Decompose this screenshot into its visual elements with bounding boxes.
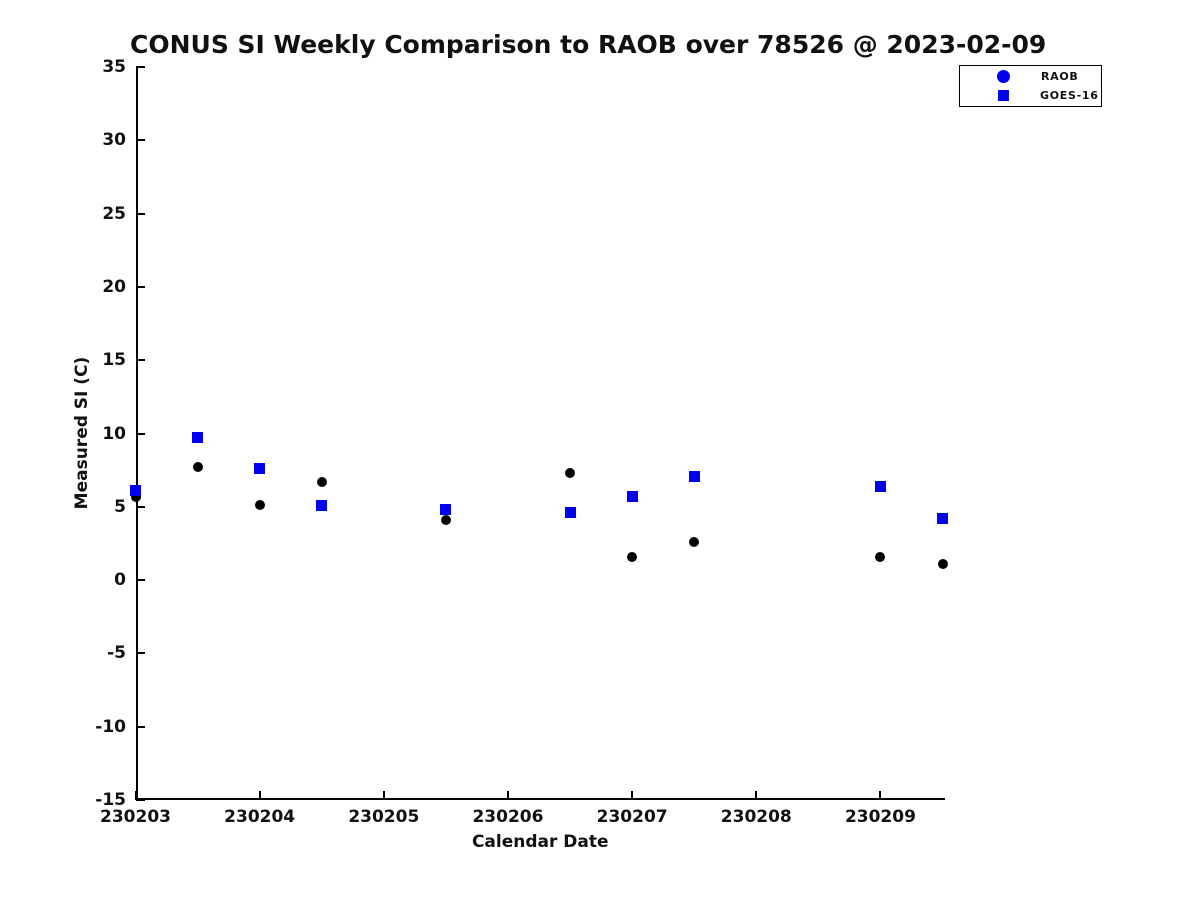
y-tick-label: 30 bbox=[102, 130, 126, 151]
legend-label-goes16: GOES-16 bbox=[1040, 88, 1099, 102]
data-point-goes16 bbox=[316, 499, 328, 511]
x-tick-label: 230208 bbox=[720, 807, 792, 827]
x-tick-mark bbox=[134, 791, 137, 800]
data-point-raob bbox=[192, 462, 203, 473]
y-tick-mark bbox=[135, 579, 145, 582]
y-tick-mark bbox=[135, 212, 145, 215]
x-tick-label: 230206 bbox=[472, 807, 544, 827]
data-point-goes16 bbox=[254, 463, 266, 475]
data-point-goes16 bbox=[688, 470, 700, 482]
y-tick-mark bbox=[135, 285, 145, 288]
x-tick-label: 230204 bbox=[224, 807, 296, 827]
x-tick-label: 230205 bbox=[348, 807, 420, 827]
data-point-goes16 bbox=[874, 480, 886, 492]
legend-label-raob: RAOB bbox=[1041, 70, 1079, 84]
data-point-raob bbox=[254, 500, 265, 511]
y-tick-label: -5 bbox=[107, 643, 126, 664]
y-tick-label: 35 bbox=[102, 57, 126, 77]
chart-title: CONUS SI Weekly Comparison to RAOB over … bbox=[130, 30, 1047, 59]
y-tick-label: -15 bbox=[95, 790, 126, 810]
y-tick-label: -10 bbox=[95, 716, 126, 737]
x-tick-label: 230209 bbox=[844, 807, 916, 827]
data-point-raob bbox=[689, 536, 700, 547]
x-tick-mark bbox=[755, 791, 758, 800]
y-tick-label: 5 bbox=[114, 496, 126, 517]
y-tick-label: 0 bbox=[114, 570, 126, 591]
x-tick-mark bbox=[382, 791, 385, 800]
y-tick-mark bbox=[135, 66, 145, 68]
legend-entry-goes16: GOES-16 bbox=[960, 87, 1101, 103]
goes16-legend-marker-icon bbox=[998, 89, 1009, 101]
x-tick-mark bbox=[506, 791, 509, 800]
y-tick-mark bbox=[135, 432, 145, 435]
y-tick-label: 20 bbox=[102, 276, 126, 297]
x-tick-label: 230207 bbox=[596, 807, 668, 827]
x-tick-mark bbox=[879, 791, 882, 800]
data-point-raob bbox=[875, 551, 886, 562]
data-point-raob bbox=[130, 491, 141, 502]
y-tick-mark bbox=[135, 139, 145, 142]
data-point-goes16 bbox=[440, 504, 452, 516]
x-tick-mark bbox=[631, 791, 634, 800]
y-tick-mark bbox=[135, 359, 145, 362]
raob-legend-marker-icon bbox=[997, 70, 1010, 84]
y-tick-label: 15 bbox=[102, 350, 126, 371]
x-tick-label: 230203 bbox=[100, 807, 171, 827]
data-point-goes16 bbox=[564, 507, 576, 519]
plot-area bbox=[135, 67, 945, 800]
data-point-goes16 bbox=[130, 485, 141, 497]
y-axis-label: Measured SI (C) bbox=[72, 356, 92, 510]
data-point-raob bbox=[937, 558, 948, 569]
x-axis-label: Calendar Date bbox=[471, 832, 609, 852]
data-point-raob bbox=[440, 514, 451, 525]
legend: RAOB GOES-16 bbox=[959, 65, 1102, 107]
data-point-raob bbox=[627, 551, 638, 562]
data-point-goes16 bbox=[192, 432, 204, 444]
y-tick-mark bbox=[135, 505, 145, 508]
data-point-goes16 bbox=[937, 513, 949, 525]
y-tick-mark bbox=[135, 799, 145, 801]
x-tick-mark bbox=[258, 791, 261, 800]
data-point-raob bbox=[565, 468, 576, 479]
legend-entry-raob: RAOB bbox=[960, 69, 1101, 85]
y-tick-mark bbox=[135, 725, 145, 728]
y-tick-label: 25 bbox=[102, 203, 126, 224]
data-point-raob bbox=[316, 476, 327, 487]
data-point-goes16 bbox=[626, 491, 638, 503]
y-tick-label: 10 bbox=[102, 423, 126, 444]
y-tick-mark bbox=[135, 652, 145, 655]
